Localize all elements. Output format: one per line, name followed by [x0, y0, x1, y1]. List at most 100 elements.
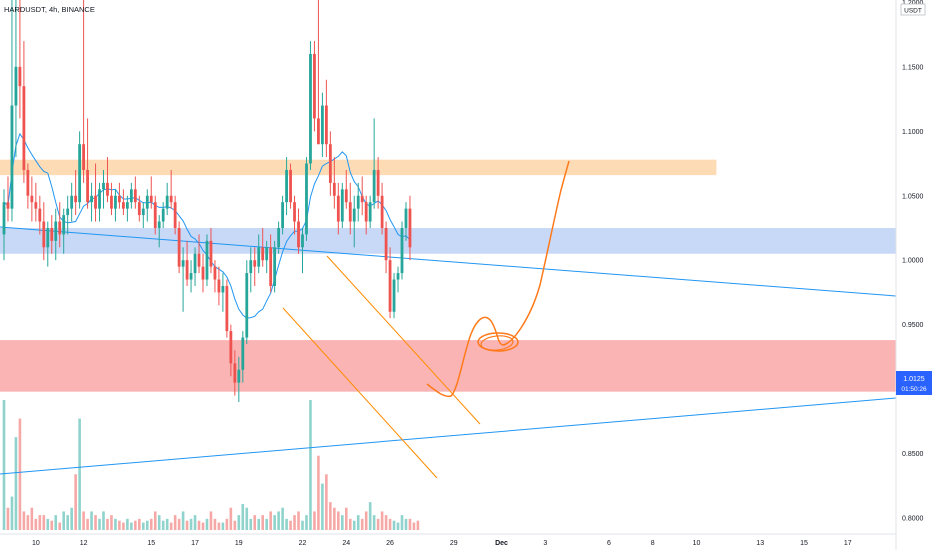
candle-body — [313, 53, 316, 119]
volume-bar — [177, 518, 181, 530]
candle-body — [213, 266, 217, 280]
price-tick-label: 1.2000 — [902, 0, 924, 7]
volume-bar — [62, 511, 65, 530]
volume-bar — [201, 522, 205, 530]
time-tick-label: 10 — [693, 540, 701, 547]
volume-bar — [30, 507, 34, 530]
candle-body — [161, 208, 165, 222]
candle-body — [368, 202, 372, 222]
volume-bar — [412, 522, 416, 530]
volume-bar — [54, 515, 58, 530]
time-tick-label: Dec — [495, 540, 508, 547]
volume-bar — [165, 518, 169, 530]
candle-body — [137, 202, 141, 216]
candle-body — [269, 247, 273, 286]
candle-body — [317, 118, 320, 145]
volume-bar — [34, 518, 38, 530]
volume-bar — [209, 511, 213, 530]
volume-bar — [261, 515, 264, 530]
volume-bar — [416, 520, 420, 530]
volume-bar — [94, 515, 97, 530]
candle-body — [273, 247, 277, 286]
candle-body — [360, 195, 364, 203]
candle-body — [384, 227, 388, 261]
projection-path[interactable] — [426, 160, 570, 398]
volume-bar — [161, 520, 165, 530]
candle-body — [277, 227, 281, 248]
volume-bar — [285, 518, 288, 530]
time-tick-label: 8 — [651, 540, 655, 547]
candles — [2, 0, 412, 402]
volume-bar — [149, 518, 153, 530]
candle-body — [249, 260, 253, 274]
volume-bar — [360, 518, 364, 530]
candle-body — [94, 195, 97, 209]
volume-bar — [281, 507, 284, 530]
price-tick-label: 0.8500 — [902, 451, 924, 458]
volume-bar — [265, 518, 268, 530]
volume-bar — [205, 518, 209, 530]
volume-bar — [118, 520, 121, 530]
candle-body — [141, 208, 145, 216]
volume-bar — [245, 507, 249, 530]
candle-body — [332, 182, 336, 196]
candle-body — [129, 189, 133, 203]
price-tick-label: 0.9500 — [902, 322, 924, 329]
volume-bar — [82, 511, 85, 530]
volume-bars — [2, 400, 420, 530]
candle-body — [245, 273, 249, 338]
volume-bar — [293, 515, 296, 530]
volume-bar — [145, 520, 149, 530]
upper-trend-line[interactable] — [0, 226, 897, 297]
volume-bar — [58, 522, 62, 530]
candle-body — [380, 195, 384, 228]
candle-body — [348, 202, 352, 222]
candle-body — [58, 221, 62, 235]
candle-body — [309, 53, 312, 164]
volume-bar — [66, 515, 69, 530]
volume-bar — [74, 474, 77, 530]
target-circle[interactable] — [477, 332, 519, 352]
zone-support — [0, 340, 896, 392]
volume-bar — [408, 518, 412, 530]
candle-body — [293, 202, 296, 222]
volume-bar — [384, 515, 388, 530]
volume-bar — [337, 511, 340, 530]
volume-bar — [301, 520, 304, 530]
channel-upper-line[interactable] — [326, 255, 481, 425]
candle-body — [14, 66, 18, 106]
volume-bar — [98, 518, 101, 530]
candle-body — [78, 144, 82, 203]
lower-trend-line[interactable] — [0, 397, 897, 475]
target-circle-inner — [480, 335, 514, 351]
volume-bar — [249, 518, 253, 530]
candle-body — [241, 337, 245, 370]
volume-bar — [10, 496, 14, 530]
chart-title: HARDUSDT, 4h, BINANCE — [4, 5, 95, 14]
candle-body — [289, 169, 292, 203]
price-tick-label: 1.1000 — [902, 129, 924, 136]
channel-lower-line[interactable] — [282, 307, 438, 479]
candle-body — [229, 331, 233, 364]
bar-countdown: 01:50:26 — [901, 386, 927, 393]
volume-bar — [392, 520, 396, 530]
price-tick-label: 0.8000 — [902, 516, 924, 523]
last-price-value: 1.0125 — [903, 376, 925, 383]
volume-bar — [185, 520, 189, 530]
candle-body — [217, 279, 221, 293]
candle-body — [392, 279, 396, 312]
volume-bar — [404, 518, 408, 530]
price-tick-label: 1.0500 — [902, 193, 924, 200]
time-tick-label: 17 — [844, 540, 852, 547]
volume-bar — [6, 507, 10, 530]
volume-bar — [134, 520, 137, 530]
price-tick-label: 1.1500 — [902, 64, 924, 71]
volume-bar — [289, 520, 292, 530]
candle-body — [22, 86, 26, 170]
volume-bar — [269, 511, 272, 530]
time-tick-label: 17 — [191, 540, 199, 547]
time-axis[interactable]: 10 12 15 17 19 22 24 26 29 Dec 3 6 8 10 13 15 17 — [32, 540, 852, 547]
time-tick-label: 6 — [607, 540, 611, 547]
time-tick-label: 15 — [800, 540, 808, 547]
